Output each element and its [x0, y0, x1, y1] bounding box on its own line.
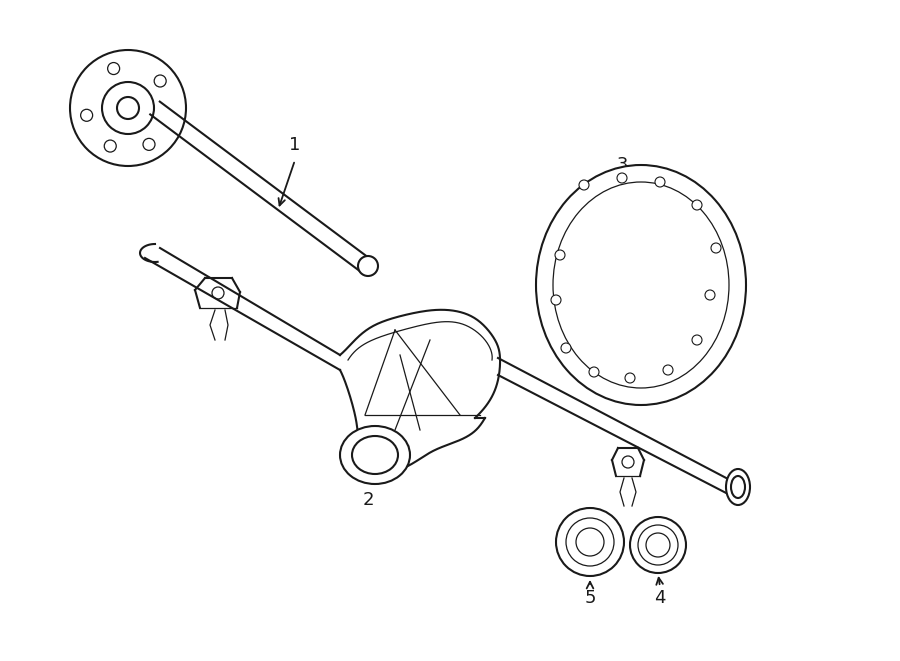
Circle shape [555, 250, 565, 260]
Circle shape [692, 200, 702, 210]
Circle shape [655, 177, 665, 187]
Circle shape [561, 343, 571, 353]
Circle shape [579, 180, 589, 190]
Circle shape [556, 508, 624, 576]
Circle shape [646, 533, 670, 557]
Circle shape [576, 528, 604, 556]
Ellipse shape [352, 436, 398, 474]
Ellipse shape [536, 165, 746, 405]
Ellipse shape [731, 476, 745, 498]
Ellipse shape [726, 469, 750, 505]
Circle shape [589, 367, 599, 377]
Text: 3: 3 [616, 156, 628, 174]
Ellipse shape [340, 426, 410, 484]
Circle shape [711, 243, 721, 253]
Circle shape [358, 256, 378, 276]
Circle shape [705, 290, 715, 300]
Circle shape [692, 335, 702, 345]
Circle shape [625, 373, 635, 383]
Circle shape [551, 295, 561, 305]
Circle shape [617, 173, 627, 183]
Text: 2: 2 [362, 491, 374, 509]
Circle shape [566, 518, 614, 566]
Ellipse shape [553, 182, 729, 388]
Circle shape [663, 365, 673, 375]
Text: 1: 1 [289, 136, 301, 154]
Circle shape [630, 517, 686, 573]
Text: 5: 5 [584, 589, 596, 607]
Circle shape [638, 525, 678, 565]
Text: 4: 4 [654, 589, 666, 607]
